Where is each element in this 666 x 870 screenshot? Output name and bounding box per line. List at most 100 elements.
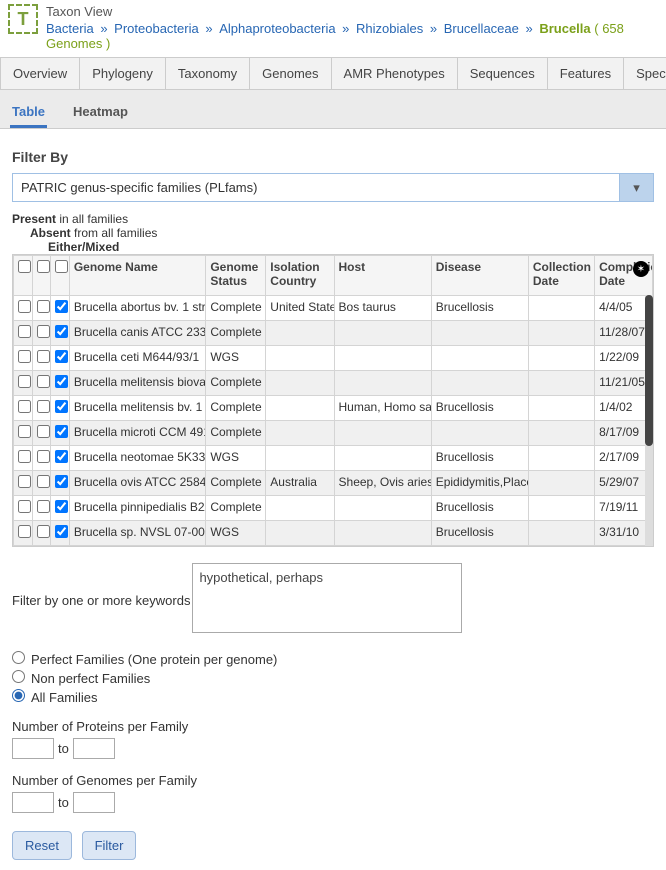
table-row[interactable]: Brucella melitensis bv. 1 strCompleteHum… xyxy=(14,396,653,421)
row-checkbox[interactable] xyxy=(37,475,50,488)
table-row[interactable]: Brucella abortus bv. 1 str.CompleteUnite… xyxy=(14,296,653,321)
tab-taxonomy[interactable]: Taxonomy xyxy=(165,57,250,89)
row-checkbox[interactable] xyxy=(37,450,50,463)
row-checkbox[interactable] xyxy=(55,375,68,388)
row-checkbox[interactable] xyxy=(55,325,68,338)
row-checkbox[interactable] xyxy=(18,450,31,463)
tab-genomes[interactable]: Genomes xyxy=(249,57,331,89)
select-all-present[interactable] xyxy=(18,260,31,273)
cell xyxy=(266,446,334,471)
table-row[interactable]: Brucella ceti M644/93/1WGS1/22/09 xyxy=(14,346,653,371)
cell xyxy=(431,346,528,371)
row-checkbox[interactable] xyxy=(18,300,31,313)
table-row[interactable]: Brucella canis ATCC 23365Complete11/28/0… xyxy=(14,321,653,346)
cell: Brucellosis xyxy=(431,446,528,471)
row-checkbox[interactable] xyxy=(55,525,68,538)
breadcrumb-link[interactable]: Proteobacteria xyxy=(114,21,199,36)
table-row[interactable]: Brucella sp. NVSL 07-002WGSBrucellosis3/… xyxy=(14,521,653,546)
cell: Brucella melitensis biovar xyxy=(69,371,205,396)
column-header[interactable]: Isolation Country xyxy=(266,256,334,296)
row-checkbox[interactable] xyxy=(18,525,31,538)
column-header[interactable]: Host xyxy=(334,256,431,296)
row-checkbox[interactable] xyxy=(37,425,50,438)
primary-tabs: OverviewPhylogenyTaxonomyGenomesAMR Phen… xyxy=(0,57,666,90)
tab-amr-phenotypes[interactable]: AMR Phenotypes xyxy=(331,57,458,89)
breadcrumb-current: Brucella xyxy=(539,21,590,36)
row-checkbox[interactable] xyxy=(55,475,68,488)
reset-button[interactable]: Reset xyxy=(12,831,72,860)
gear-icon[interactable]: ✶ xyxy=(633,261,649,277)
tab-phylogeny[interactable]: Phylogeny xyxy=(79,57,166,89)
row-checkbox[interactable] xyxy=(18,350,31,363)
row-checkbox[interactable] xyxy=(55,500,68,513)
column-header[interactable]: Genome Name xyxy=(69,256,205,296)
table-row[interactable]: Brucella melitensis biovarComplete11/21/… xyxy=(14,371,653,396)
cell: Complete xyxy=(206,496,266,521)
table-row[interactable]: Brucella pinnipedialis B2/94CompleteBruc… xyxy=(14,496,653,521)
row-checkbox[interactable] xyxy=(37,300,50,313)
chevron-down-icon[interactable]: ▾ xyxy=(620,173,654,202)
table-scrollbar[interactable] xyxy=(645,295,653,546)
cell xyxy=(266,321,334,346)
breadcrumb-link[interactable]: Brucellaceae xyxy=(444,21,519,36)
cell: 4/4/05 xyxy=(595,296,653,321)
row-checkbox[interactable] xyxy=(55,450,68,463)
cell xyxy=(431,321,528,346)
cell: Brucella abortus bv. 1 str. xyxy=(69,296,205,321)
breadcrumb-link[interactable]: Rhizobiales xyxy=(356,21,423,36)
select-all-either[interactable] xyxy=(55,260,68,273)
row-checkbox[interactable] xyxy=(55,350,68,363)
row-checkbox[interactable] xyxy=(18,325,31,338)
cell: 11/21/05 xyxy=(595,371,653,396)
family-type-select[interactable]: PATRIC genus-specific families (PLfams) xyxy=(12,173,620,202)
tab-specialty-g[interactable]: Specialty G xyxy=(623,57,666,89)
row-checkbox[interactable] xyxy=(55,425,68,438)
genomes-max-input[interactable] xyxy=(73,792,115,813)
cell xyxy=(528,496,594,521)
family-filter-option[interactable]: Perfect Families (One protein per genome… xyxy=(12,651,654,667)
row-checkbox[interactable] xyxy=(37,350,50,363)
tab-features[interactable]: Features xyxy=(547,57,624,89)
cell: Complete xyxy=(206,396,266,421)
column-header[interactable]: Collection Date xyxy=(528,256,594,296)
proteins-min-input[interactable] xyxy=(12,738,54,759)
subtab-heatmap[interactable]: Heatmap xyxy=(71,98,130,128)
row-checkbox[interactable] xyxy=(37,500,50,513)
cell: Brucellosis xyxy=(431,521,528,546)
row-checkbox[interactable] xyxy=(18,475,31,488)
breadcrumb-link[interactable]: Alphaproteobacteria xyxy=(219,21,335,36)
cell xyxy=(528,346,594,371)
row-checkbox[interactable] xyxy=(18,425,31,438)
row-checkbox[interactable] xyxy=(55,400,68,413)
cell: Bos taurus xyxy=(334,296,431,321)
row-checkbox[interactable] xyxy=(37,400,50,413)
breadcrumb-link[interactable]: Bacteria xyxy=(46,21,94,36)
row-checkbox[interactable] xyxy=(37,525,50,538)
subtab-table[interactable]: Table xyxy=(10,98,47,128)
tab-overview[interactable]: Overview xyxy=(0,57,80,89)
cell: Brucellosis xyxy=(431,496,528,521)
cell: Complete xyxy=(206,421,266,446)
row-checkbox[interactable] xyxy=(18,375,31,388)
keyword-filter-input[interactable]: hypothetical, perhaps xyxy=(192,563,462,633)
row-checkbox[interactable] xyxy=(55,300,68,313)
table-row[interactable]: Brucella neotomae 5K33WGSBrucellosis2/17… xyxy=(14,446,653,471)
row-checkbox[interactable] xyxy=(37,375,50,388)
proteins-max-input[interactable] xyxy=(73,738,115,759)
row-checkbox[interactable] xyxy=(18,500,31,513)
table-row[interactable]: Brucella microti CCM 491Complete8/17/09 xyxy=(14,421,653,446)
column-header[interactable]: Genome Status xyxy=(206,256,266,296)
genomes-min-input[interactable] xyxy=(12,792,54,813)
tab-sequences[interactable]: Sequences xyxy=(457,57,548,89)
select-all-absent[interactable] xyxy=(37,260,50,273)
family-filter-option[interactable]: Non perfect Families xyxy=(12,670,654,686)
filter-button[interactable]: Filter xyxy=(82,831,137,860)
cell xyxy=(334,346,431,371)
filter-by-label: Filter By xyxy=(12,149,654,165)
cell xyxy=(528,371,594,396)
column-header[interactable]: Disease xyxy=(431,256,528,296)
table-row[interactable]: Brucella ovis ATCC 25840CompleteAustrali… xyxy=(14,471,653,496)
row-checkbox[interactable] xyxy=(37,325,50,338)
row-checkbox[interactable] xyxy=(18,400,31,413)
family-filter-option[interactable]: All Families xyxy=(12,689,654,705)
